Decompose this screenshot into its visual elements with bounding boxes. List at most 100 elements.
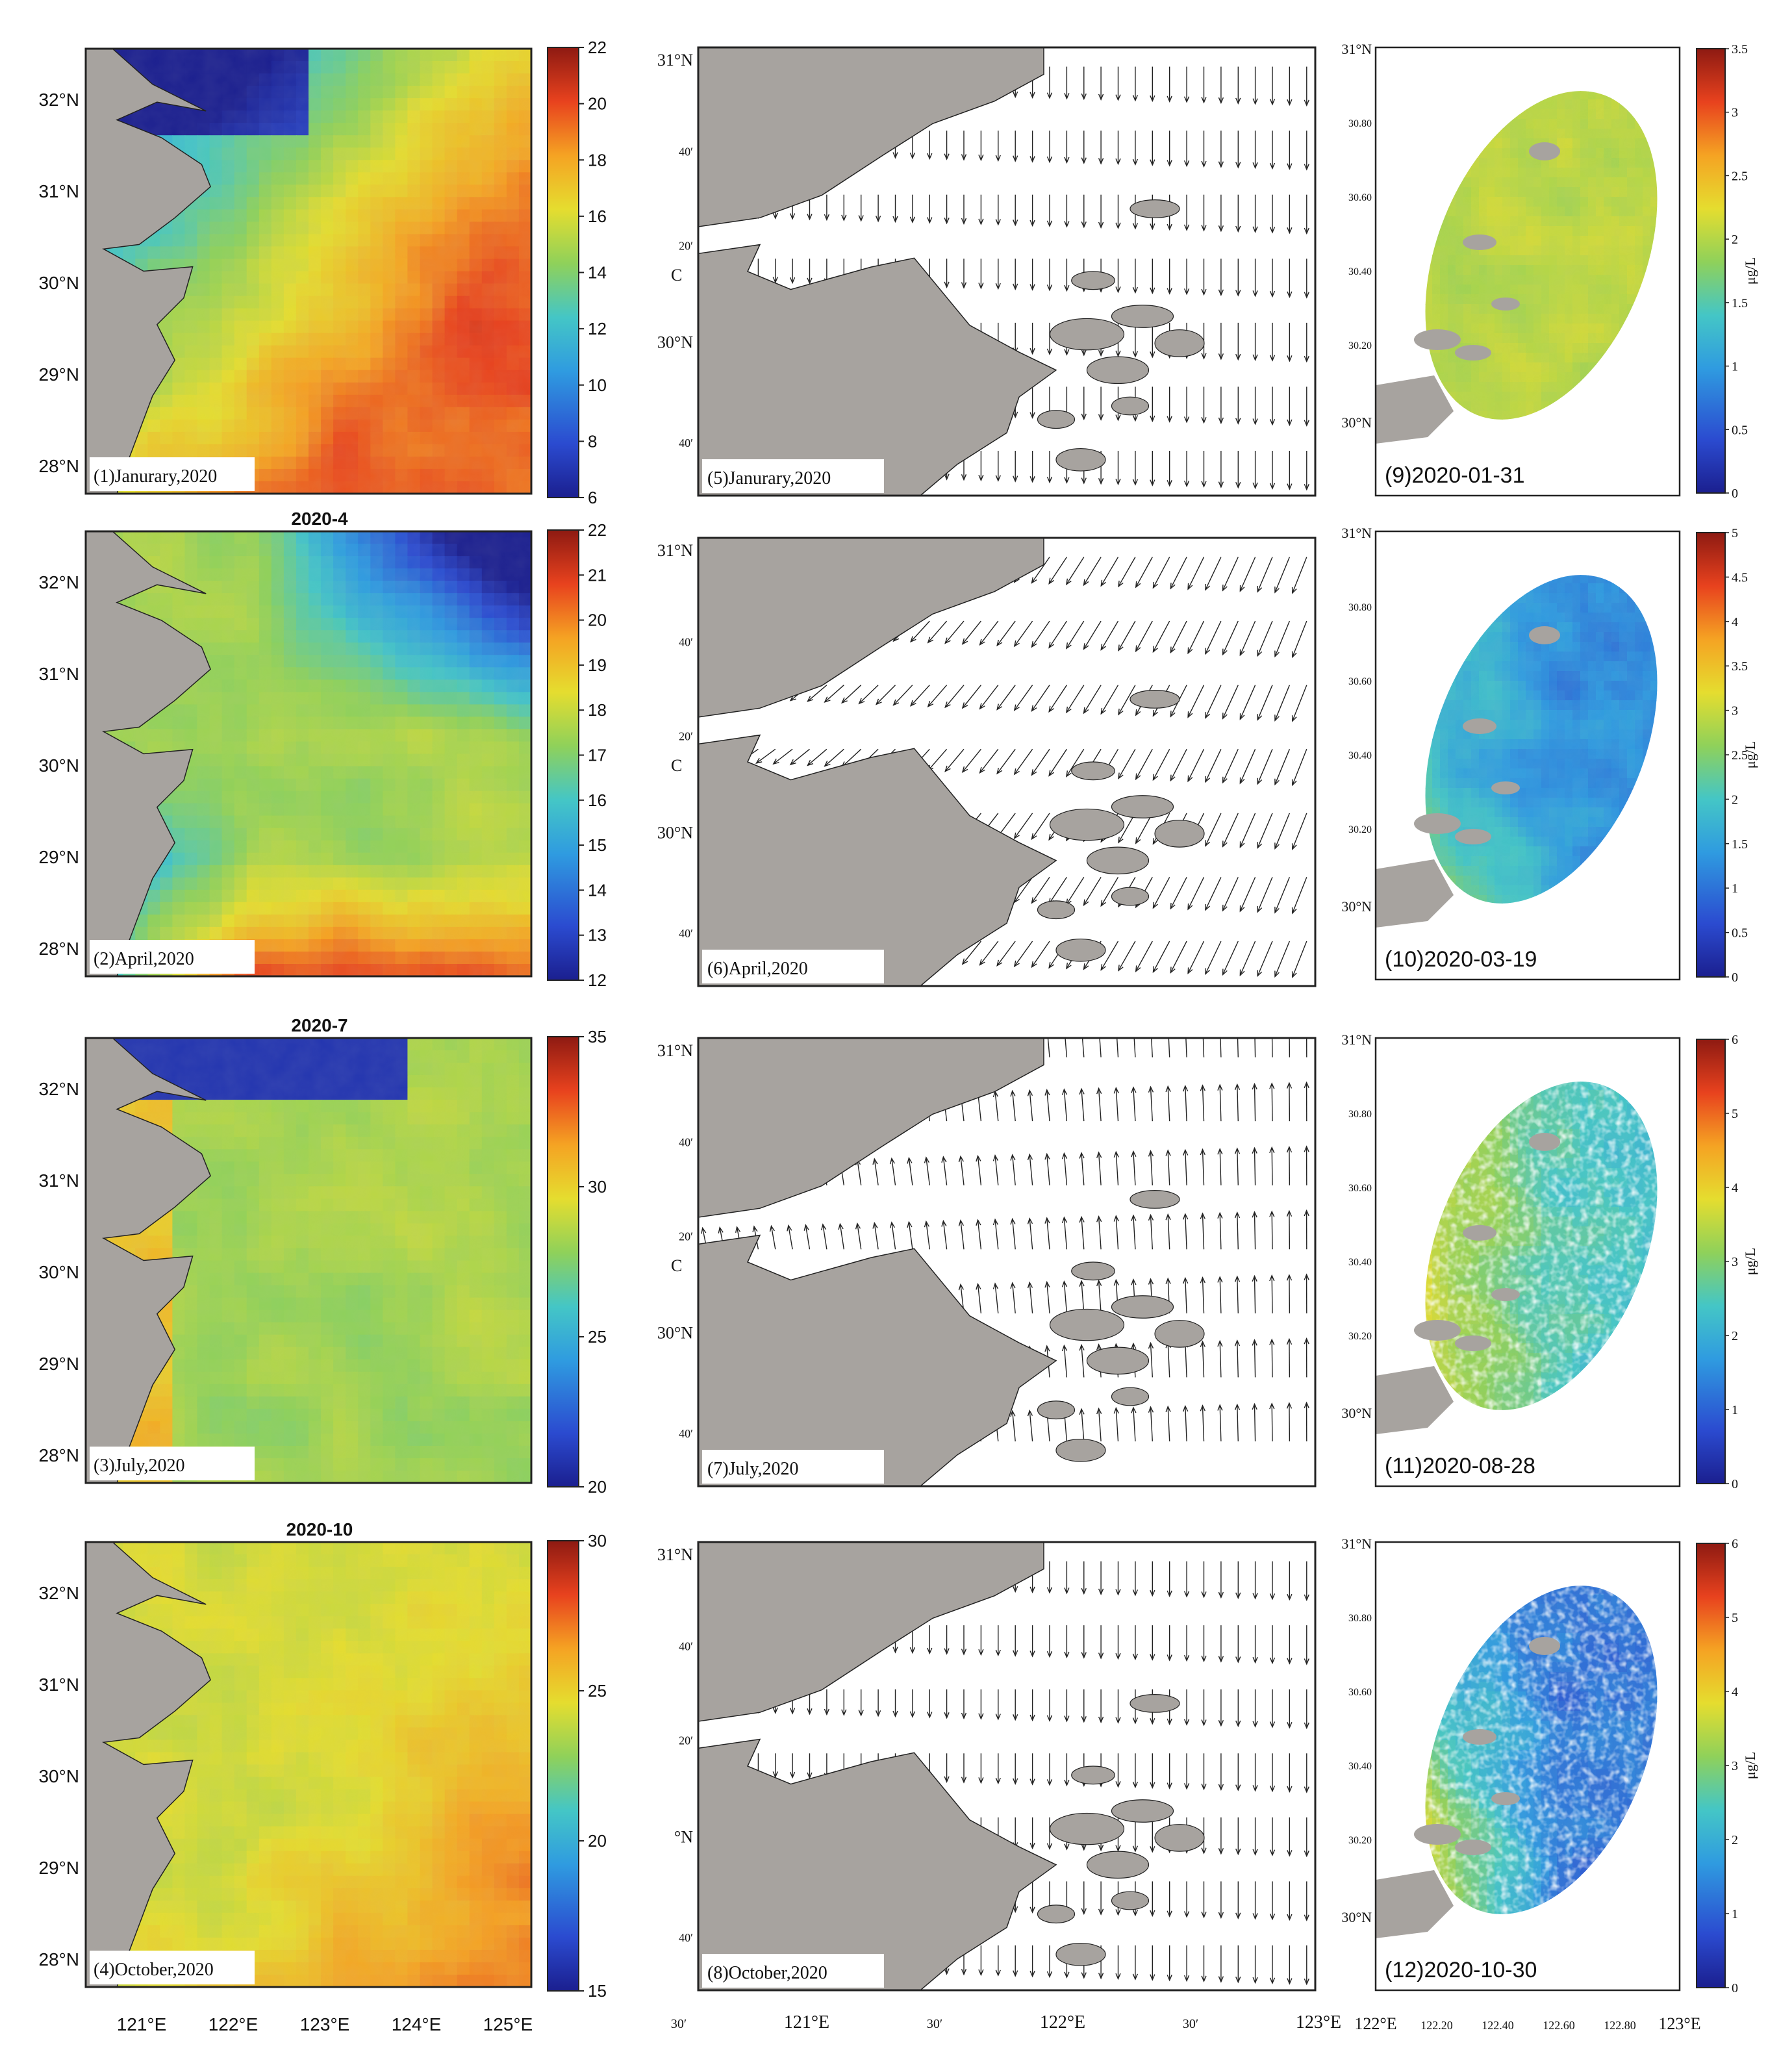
arrow-head [1201,1975,1207,1982]
panel-label: (7)July,2020 [707,1459,799,1479]
arrow-head [1031,577,1037,584]
arrow-head [1291,971,1297,979]
arrow-head [1269,483,1276,490]
arrow-head [1252,1402,1257,1410]
arrow-head [1167,1782,1172,1790]
arrow-head [978,1649,984,1656]
lat-tick-label: 30.20 [1348,1835,1372,1846]
arrow-head [1132,479,1139,486]
current-arrow [1222,685,1239,719]
side-mark: C [671,756,682,775]
colorbar-tick-label: 35 [588,1027,607,1046]
island [1414,813,1461,834]
arrow-head [1113,1278,1119,1286]
arrow-head [1167,1910,1172,1917]
arrow-head [1270,1020,1274,1025]
arrow-head [1113,1406,1119,1414]
current-arrow [1239,941,1256,976]
island [1111,1891,1150,1910]
arrow-head [924,1156,930,1163]
current-arrow [874,1159,879,1185]
arrow-head [994,1028,998,1033]
current-arrow [1098,1280,1102,1313]
chlorophyll-colorbar: 3.5 3 2.5 2 1.5 1 0.5 0 μg/L [1696,42,1758,501]
arrow-head [1065,770,1072,778]
arrow-head [944,1648,950,1655]
land-mass [698,734,1057,986]
arrow-head [1013,1714,1018,1721]
lat-tick-label: 30°N [657,824,693,842]
chlorophyll-panel-column: (9)2020-01-31 31°N 30.80 30.60 30.40 30.20 30°… [1341,41,1758,2033]
colorbar-tick-label: 15 [588,1981,607,2001]
arrow-head [1287,1722,1293,1729]
lon-tick-label: 121°E [117,2014,167,2034]
arrow-head [1046,1779,1053,1786]
arrow-head [1252,1593,1258,1600]
arrow-head [1029,156,1035,163]
current-arrow [977,1220,982,1250]
arrow-head [1152,710,1158,717]
arrow-head [1239,713,1245,720]
arrow-head [1098,1652,1104,1660]
current-field [698,1020,1315,1486]
island [1491,1792,1520,1805]
lat-tick-label: 30°N [1341,414,1372,431]
arrow-head [1287,1914,1293,1921]
arrow-head [1132,1845,1139,1853]
arrow-head [976,1219,981,1226]
panel-label: (3)July,2020 [94,1456,185,1476]
arrow-head [1252,1211,1257,1218]
arrow-head [855,1222,861,1230]
arrow-head [1286,1082,1293,1089]
arrow-head [1064,1779,1070,1787]
lat-tick-label: 30.60 [1348,192,1372,203]
arrow-head [789,759,796,766]
current-arrow [756,748,776,764]
arrow-head [1027,1153,1033,1161]
arrow-head [961,1712,967,1720]
arrow-head [1170,967,1176,974]
current-arrow [876,685,896,705]
arrow-head [1044,1280,1050,1288]
arrow-head [1098,1908,1104,1916]
colorbar-tick-label: 4 [1732,615,1738,629]
arrow-head [1046,1971,1053,1979]
arrow-head [1096,1151,1102,1158]
island [1111,1387,1150,1406]
current-arrow [1133,1038,1136,1057]
chlorophyll-colorbar: 6 5 4 3 2 1 0 μg/L [1696,1033,1758,1491]
arrow-head [1222,841,1228,848]
current-arrow [1048,620,1067,648]
arrow-head [1252,354,1258,362]
current-arrow [1187,620,1205,653]
arrow-head [1096,1087,1102,1095]
current-arrow [1239,685,1256,720]
arrow-head [1046,156,1053,164]
arrow-head [1027,1409,1033,1417]
current-arrow [1237,1084,1239,1122]
arrow-head [1148,1085,1154,1093]
current-arrow [1187,877,1205,910]
arrow-head [1152,774,1158,781]
land-mass [698,538,1044,718]
island [1129,1189,1180,1209]
arrow-head [1217,1083,1223,1091]
current-arrow [1115,1152,1119,1185]
arrow-head [1287,1978,1293,1985]
colorbar-tick-label: 5 [1732,526,1738,540]
island [1086,1851,1150,1879]
arrow-head [1304,1786,1309,1793]
island [1037,410,1076,429]
island [1037,900,1076,920]
arrow-head [927,700,934,708]
colorbar-unit: μg/L [1742,1752,1758,1779]
current-arrow [1118,941,1136,971]
current-arrow [1202,1341,1205,1378]
arrow-head [1046,476,1053,484]
arrow-head [875,698,882,705]
current-arrow [1098,1216,1102,1250]
current-arrow [1254,1083,1256,1122]
island [1414,1824,1461,1845]
current-arrow [1274,941,1291,977]
lat-tick-label: 30.60 [1348,1687,1372,1698]
